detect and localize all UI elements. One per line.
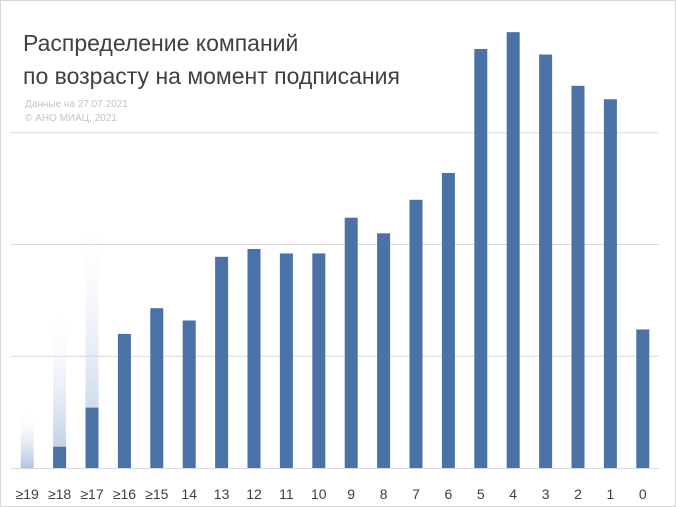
faded-bar-1 <box>20 409 34 468</box>
chart-title: Распределение компаний по возрасту на мо… <box>23 27 400 93</box>
x-tick-label-13: 7 <box>412 486 420 502</box>
x-tick-label-14: 6 <box>445 486 453 502</box>
x-tick-label-19: 1 <box>607 486 615 502</box>
x-tick-label-11: 9 <box>347 486 355 502</box>
bar-20 <box>636 329 650 468</box>
bar-11 <box>344 217 358 468</box>
x-tick-label-12: 8 <box>380 486 388 502</box>
bar-4 <box>117 333 131 468</box>
faded-bar-3 <box>85 210 99 468</box>
x-tick-label-18: 2 <box>574 486 582 502</box>
x-tick-label-8: 12 <box>246 486 262 502</box>
bar-13 <box>409 199 423 469</box>
bar-8 <box>247 248 261 468</box>
bars <box>53 32 650 469</box>
bar-5 <box>150 308 164 468</box>
bar-6 <box>182 320 196 468</box>
faded-bar-2 <box>53 304 67 468</box>
x-tick-label-4: ≥16 <box>113 486 136 502</box>
bar-9 <box>279 253 293 468</box>
x-tick-label-10: 10 <box>311 486 327 502</box>
bar-12 <box>377 233 391 468</box>
x-tick-label-6: 14 <box>181 486 197 502</box>
source-date: Данные на 27.07.2021 <box>25 99 128 110</box>
bar-18 <box>571 85 585 468</box>
bar-17 <box>539 54 553 469</box>
bar-3 <box>85 407 99 468</box>
x-tick-label-9: 11 <box>279 486 294 502</box>
x-tick-label-2: ≥18 <box>48 486 71 502</box>
x-tick-label-7: 13 <box>214 486 230 502</box>
x-tick-label-1: ≥19 <box>16 486 39 502</box>
bar-2 <box>53 446 67 468</box>
x-tick-label-20: 0 <box>639 486 647 502</box>
gridlines <box>11 132 659 357</box>
x-tick-label-15: 5 <box>477 486 485 502</box>
chart-title-line-1: Распределение компаний <box>23 30 299 56</box>
bar-15 <box>474 48 488 468</box>
bar-14 <box>441 172 455 469</box>
source-note: Данные на 27.07.2021 © АНО МИАЦ, 2021 <box>25 98 128 126</box>
source-copyright: © АНО МИАЦ, 2021 <box>25 113 117 124</box>
x-tick-label-3: ≥17 <box>80 486 103 502</box>
x-tick-label-5: ≥15 <box>145 486 168 502</box>
chart-title-line-2: по возрасту на момент подписания <box>23 63 400 89</box>
bar-19 <box>603 99 617 468</box>
x-tick-labels: ≥19 ≥18 ≥17 ≥16 ≥15 14 13 12 11 10 9 8 7 6 5 4 3 2 1 0 <box>16 486 647 502</box>
bar-10 <box>312 253 326 468</box>
faded-bars <box>20 210 131 468</box>
bar-7 <box>215 256 229 468</box>
x-tick-label-17: 3 <box>542 486 550 502</box>
x-tick-label-16: 4 <box>509 486 517 502</box>
bar-16 <box>506 32 520 469</box>
